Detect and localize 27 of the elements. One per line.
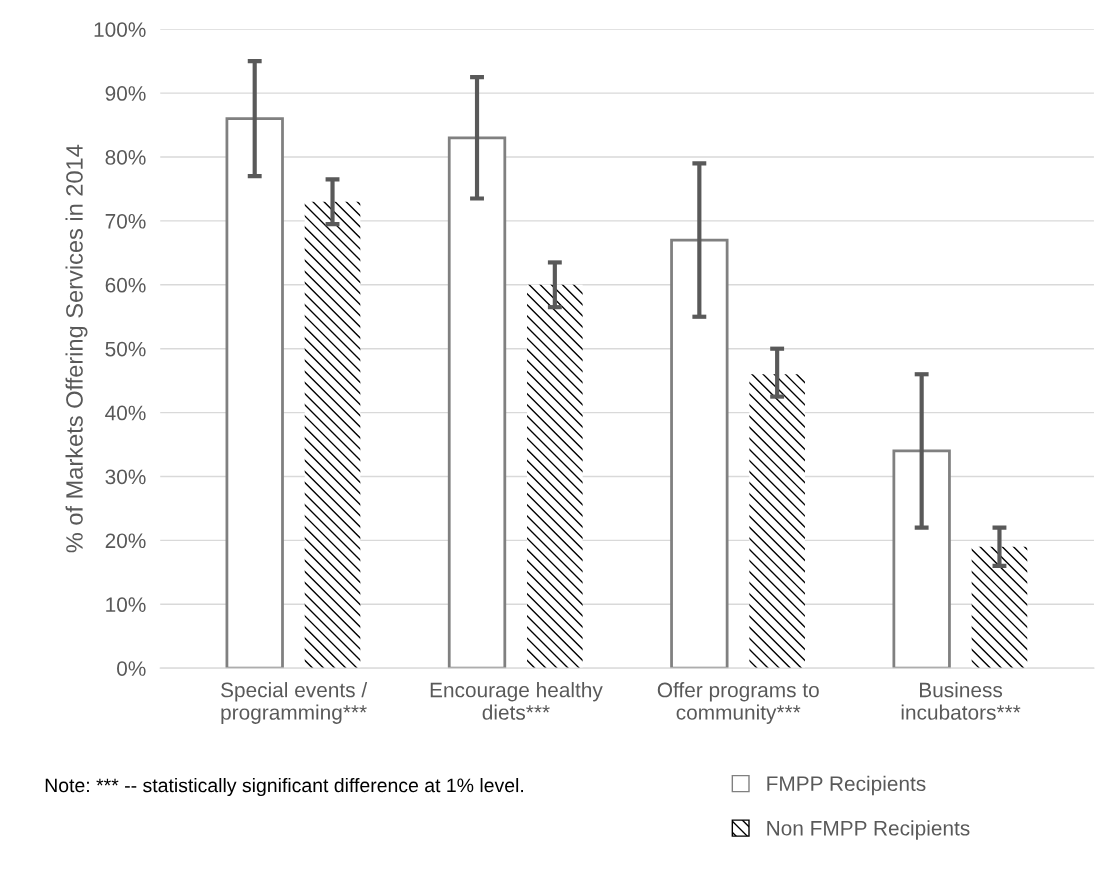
y-tick-label: 50% [105, 341, 146, 357]
x-tick-label: Business incubators*** [901, 682, 1021, 720]
y-tick-label: 30% [105, 469, 146, 485]
bar [892, 449, 951, 669]
y-tick-label: 70% [105, 213, 146, 229]
y-tick-label: 90% [105, 86, 146, 101]
legend-label: Non FMPP Recipients [767, 820, 970, 840]
x-tick-label: Offer programs to community*** [657, 682, 819, 724]
x-tick-label: Special events / programming*** [221, 682, 368, 724]
y-tick-label: 80% [105, 150, 146, 165]
y-tick-label: 60% [105, 277, 146, 293]
y-tick-label: 0% [117, 661, 146, 676]
bar [304, 201, 361, 669]
bar [749, 374, 805, 669]
bar [971, 546, 1028, 669]
y-axis-title: % of Markets Offering Services in 2014 [65, 144, 88, 553]
bar [527, 284, 583, 669]
bar [447, 136, 507, 669]
legend-label: FMPP Recipients [767, 775, 926, 796]
x-tick-label: Encourage healthy diets*** [430, 682, 603, 720]
bar [670, 238, 729, 669]
y-tick-label: 10% [106, 597, 146, 613]
y-tick-label: 20% [105, 533, 146, 549]
text: Note: *** -- statistically significant difference at 1% level. [45, 777, 523, 797]
bar [225, 117, 284, 669]
y-tick-label: 100% [94, 22, 146, 37]
y-tick-label: 40% [105, 405, 146, 421]
